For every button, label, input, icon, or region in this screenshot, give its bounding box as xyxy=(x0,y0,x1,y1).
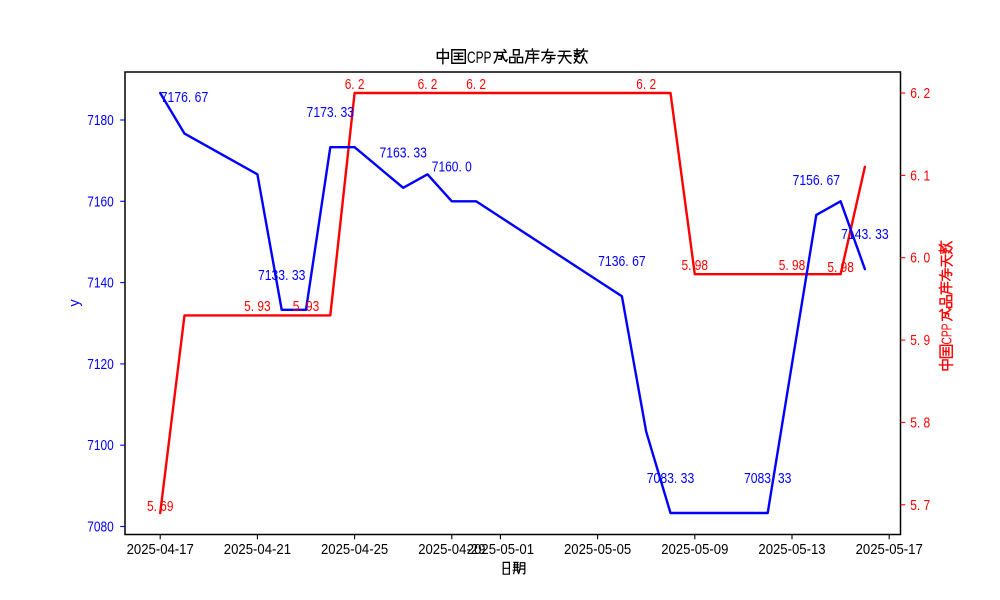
svg-text:5. 7: 5. 7 xyxy=(910,498,930,514)
svg-text:7156. 67: 7156. 67 xyxy=(793,173,841,189)
svg-text:6. 2: 6. 2 xyxy=(418,77,438,93)
svg-text:5. 93: 5. 93 xyxy=(244,299,271,315)
svg-text:6. 2: 6. 2 xyxy=(910,86,930,102)
svg-text:7160. 0: 7160. 0 xyxy=(432,160,472,176)
svg-text:2025-04-29: 2025-04-29 xyxy=(418,542,485,558)
svg-text:6. 2: 6. 2 xyxy=(636,77,656,93)
svg-text:6. 1: 6. 1 xyxy=(910,168,930,184)
svg-text:CPP: CPP xyxy=(940,324,956,345)
svg-text:5. 93: 5. 93 xyxy=(293,299,320,315)
svg-text:2025-05-17: 2025-05-17 xyxy=(856,542,923,558)
svg-text:7180: 7180 xyxy=(87,113,114,129)
svg-text:7100: 7100 xyxy=(87,438,114,454)
svg-text:7120: 7120 xyxy=(87,357,114,373)
svg-text:CPP: CPP xyxy=(467,48,492,67)
svg-text:y: y xyxy=(67,299,83,307)
svg-text:7133. 33: 7133. 33 xyxy=(258,268,306,284)
svg-text:5. 69: 5. 69 xyxy=(147,499,174,515)
svg-text:2025-05-09: 2025-05-09 xyxy=(661,542,728,558)
svg-text:5. 98: 5. 98 xyxy=(779,258,806,274)
svg-text:5. 98: 5. 98 xyxy=(827,260,854,276)
svg-text:7080: 7080 xyxy=(87,520,114,536)
svg-text:7173. 33: 7173. 33 xyxy=(307,105,355,121)
svg-text:2025-04-17: 2025-04-17 xyxy=(127,542,194,558)
svg-text:6. 0: 6. 0 xyxy=(910,251,930,267)
svg-text:2025-05-05: 2025-05-05 xyxy=(564,542,631,558)
svg-text:2025-04-21: 2025-04-21 xyxy=(224,542,291,558)
svg-text:7140: 7140 xyxy=(87,276,114,292)
svg-text:6. 2: 6. 2 xyxy=(345,77,365,93)
svg-text:7083. 33: 7083. 33 xyxy=(647,471,695,487)
svg-text:6. 2: 6. 2 xyxy=(466,77,486,93)
svg-text:7136. 67: 7136. 67 xyxy=(598,254,646,270)
svg-text:5. 9: 5. 9 xyxy=(910,333,930,349)
svg-text:5. 8: 5. 8 xyxy=(910,415,930,431)
svg-text:7143. 33: 7143. 33 xyxy=(841,227,889,243)
svg-text:7163. 33: 7163. 33 xyxy=(379,146,427,162)
svg-text:7160: 7160 xyxy=(87,194,114,210)
svg-text:2025-05-01: 2025-05-01 xyxy=(467,542,534,558)
svg-text:7083. 33: 7083. 33 xyxy=(744,471,792,487)
svg-text:7176. 67: 7176. 67 xyxy=(161,90,209,106)
svg-text:2025-05-13: 2025-05-13 xyxy=(758,542,825,558)
svg-text:2025-04-25: 2025-04-25 xyxy=(321,542,388,558)
svg-text:5. 98: 5. 98 xyxy=(682,258,709,274)
